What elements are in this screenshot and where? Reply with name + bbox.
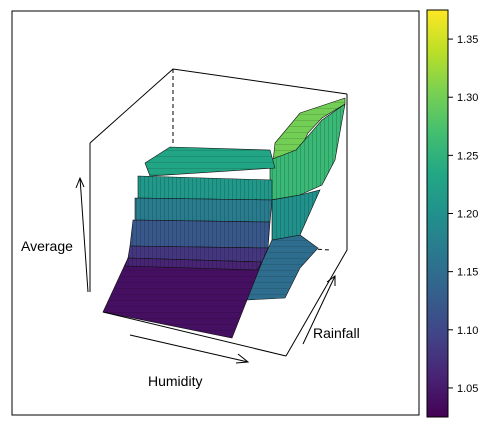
- colorbar-fill: [426, 9, 449, 418]
- colorbar: 1.05 1.10 1.15 1.20 1.25 1.30 1.35: [426, 9, 478, 418]
- z-axis-label: Average: [21, 238, 73, 254]
- colorbar-tick-label: 1.10: [457, 325, 478, 337]
- surface-floor-back-mesh: [125, 258, 262, 270]
- bounding-box-back: [89, 68, 348, 251]
- colorbar-tick-label: 1.05: [457, 383, 478, 395]
- colorbar-tick-label: 1.25: [457, 150, 478, 162]
- surface-floor-mesh: [103, 258, 262, 338]
- colorbar-tick-label: 1.35: [457, 34, 478, 46]
- surface-right-face-mesh: [270, 104, 345, 200]
- x-axis-label: Humidity: [148, 373, 202, 389]
- surface-right-shelf-mesh: [240, 235, 318, 300]
- surface-plateau-top-mesh: [145, 147, 275, 176]
- axis-arrows: [75, 176, 336, 364]
- plot-frame: [11, 10, 420, 416]
- y-axis-label: Rainfall: [313, 325, 360, 341]
- surface-right-step-mesh: [272, 190, 320, 240]
- colorbar-tick-label: 1.15: [457, 267, 478, 279]
- z-axis-arrow: [75, 176, 89, 293]
- surface-wall-band-2-mesh: [135, 198, 272, 222]
- x-axis-arrow: [129, 334, 250, 364]
- surface-mesh: [102, 97, 346, 339]
- bounding-box-front: [89, 94, 348, 357]
- surface-wall-band-1-mesh: [138, 176, 272, 200]
- surface-wall-band-4-mesh: [128, 246, 268, 262]
- colorbar-tick-label: 1.30: [457, 92, 478, 104]
- y-axis-arrow: [302, 275, 336, 345]
- surface-wall-band-3-mesh: [130, 220, 270, 248]
- colorbar-tick-label: 1.20: [457, 209, 478, 221]
